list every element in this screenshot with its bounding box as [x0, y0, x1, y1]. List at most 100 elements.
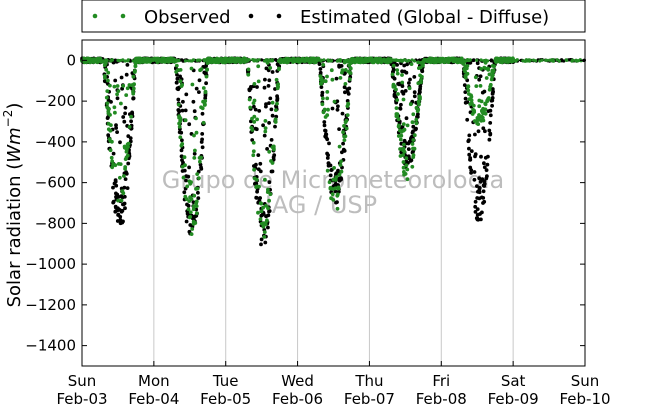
observed-point	[261, 205, 265, 210]
estimated-point	[319, 85, 324, 89]
observed-point	[314, 58, 318, 62]
observed-point	[408, 102, 413, 107]
observed-point	[264, 203, 268, 208]
x-tick-label-day: Tue	[212, 372, 239, 390]
estimated-point	[413, 127, 418, 132]
estimated-point	[185, 202, 189, 207]
observed-point	[391, 82, 396, 87]
observed-point	[183, 59, 188, 63]
observed-point	[402, 142, 406, 147]
observed-point	[120, 189, 125, 194]
estimated-point	[405, 62, 409, 67]
estimated-point	[259, 58, 264, 62]
observed-point	[194, 211, 199, 216]
observed-point	[252, 167, 256, 172]
observed-point	[402, 127, 407, 132]
estimated-point	[204, 81, 209, 86]
estimated-point	[123, 177, 128, 182]
x-tick-label-day: Sun	[571, 372, 600, 390]
estimated-point	[482, 179, 487, 184]
estimated-point	[267, 121, 271, 125]
observed-point	[274, 108, 278, 112]
estimated-point	[179, 154, 184, 159]
observed-point	[273, 117, 278, 122]
observed-point	[250, 128, 255, 132]
estimated-point	[122, 201, 127, 206]
observed-point	[127, 125, 132, 129]
estimated-point	[199, 165, 203, 170]
observed-point	[401, 153, 405, 158]
observed-point	[481, 118, 486, 123]
observed-point	[495, 58, 499, 62]
observed-point	[325, 74, 329, 79]
estimated-point	[264, 104, 268, 109]
observed-point	[98, 58, 102, 62]
x-tick-label-day: Fri	[432, 372, 450, 390]
estimated-point	[483, 129, 487, 134]
estimated-point	[175, 76, 180, 81]
estimated-point	[408, 77, 412, 82]
estimated-point	[175, 72, 179, 77]
observed-point	[395, 112, 400, 117]
legend-marker-observed	[92, 13, 98, 19]
observed-point	[401, 97, 406, 102]
estimated-point	[318, 67, 323, 71]
observed-point	[396, 134, 401, 138]
observed-point	[247, 97, 252, 102]
estimated-point	[112, 181, 117, 186]
estimated-point	[126, 161, 131, 166]
estimated-point	[490, 103, 494, 108]
observed-point	[337, 172, 342, 177]
estimated-point	[463, 100, 468, 105]
observed-point	[396, 92, 400, 96]
observed-point	[203, 59, 207, 63]
estimated-point	[336, 104, 340, 109]
observed-point	[274, 77, 279, 82]
observed-point	[283, 58, 287, 62]
estimated-point	[122, 119, 127, 124]
legend-marker-estimated	[248, 13, 254, 19]
observed-point	[477, 113, 481, 117]
x-tick-label-day: Mon	[138, 372, 170, 390]
legend-frame	[81, 0, 586, 33]
observed-point	[395, 98, 400, 102]
estimated-point	[267, 101, 271, 105]
estimated-point	[327, 141, 331, 146]
estimated-point	[184, 92, 189, 97]
estimated-point	[255, 189, 259, 194]
observed-point	[330, 77, 335, 82]
estimated-point	[184, 219, 189, 224]
observed-point	[333, 186, 338, 191]
observed-point	[146, 58, 150, 62]
observed-point	[414, 105, 419, 110]
observed-point	[321, 62, 326, 67]
estimated-point	[115, 219, 120, 223]
estimated-point	[200, 145, 205, 150]
estimated-point	[191, 99, 196, 104]
observed-point	[329, 59, 333, 63]
observed-point	[398, 137, 403, 142]
observed-point	[401, 58, 405, 62]
estimated-point	[340, 111, 345, 116]
observed-point	[183, 163, 187, 168]
observed-point	[190, 227, 195, 231]
estimated-point	[399, 102, 403, 107]
estimated-point	[105, 116, 110, 120]
estimated-point	[180, 138, 184, 143]
y-tick-label: −1400	[25, 337, 76, 355]
observed-point	[468, 58, 472, 62]
estimated-point	[188, 223, 193, 227]
observed-point	[198, 159, 202, 164]
y-axis-label: Solar radiation (Wm−2)	[1, 103, 25, 308]
estimated-point	[325, 156, 330, 160]
observed-point	[191, 207, 196, 212]
estimated-point	[488, 108, 493, 113]
x-tick-label-day: Sun	[68, 372, 97, 390]
observed-point	[487, 72, 492, 77]
observed-point	[178, 135, 183, 140]
observed-point	[270, 100, 275, 105]
observed-point	[195, 186, 200, 191]
estimated-point	[472, 170, 477, 174]
observed-point	[201, 120, 206, 125]
observed-point	[129, 114, 134, 119]
